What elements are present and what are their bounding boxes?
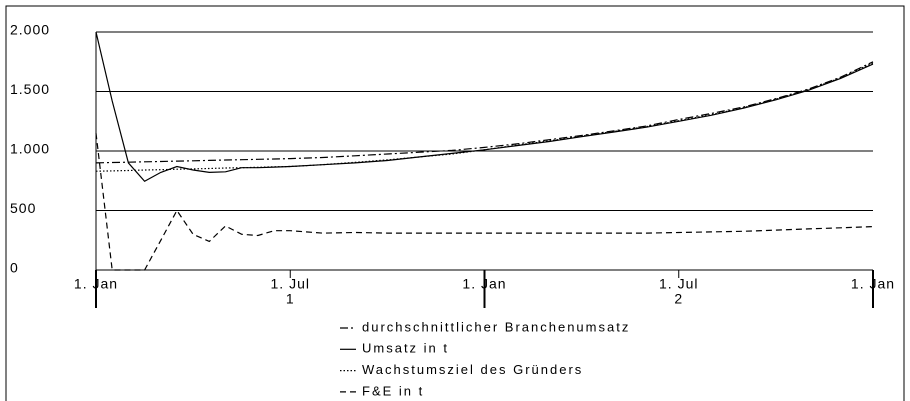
y-tick-label: 0 xyxy=(10,260,19,276)
x-tick-label: 1. Jan xyxy=(462,276,506,292)
y-tick-label: 500 xyxy=(10,200,36,216)
frame xyxy=(5,5,905,401)
series-line xyxy=(95,61,874,164)
legend-label: durchschnittlicher Branchenumsatz xyxy=(362,319,630,334)
x-tick-label: 1. Jul xyxy=(271,276,310,292)
series-line xyxy=(95,31,874,183)
x-tick-label-2: 2 xyxy=(674,291,683,307)
x-tick-label: 1. Jan xyxy=(74,276,118,292)
y-tick-label: 2.000 xyxy=(10,22,50,38)
y-tick-label: 1.500 xyxy=(10,81,50,97)
x-tick-label: 1. Jul xyxy=(659,276,698,292)
x-tick-label-2: 1 xyxy=(286,291,295,307)
legend-label: Umsatz in t xyxy=(362,341,449,356)
y-tick-label: 1.000 xyxy=(10,141,50,157)
x-tick-label: 1. Jan xyxy=(851,276,895,292)
series-line xyxy=(95,62,874,172)
series-line xyxy=(95,133,874,271)
legend-label: F&E in t xyxy=(362,383,424,398)
legend-label: Wachstumsziel des Gründers xyxy=(362,362,583,377)
